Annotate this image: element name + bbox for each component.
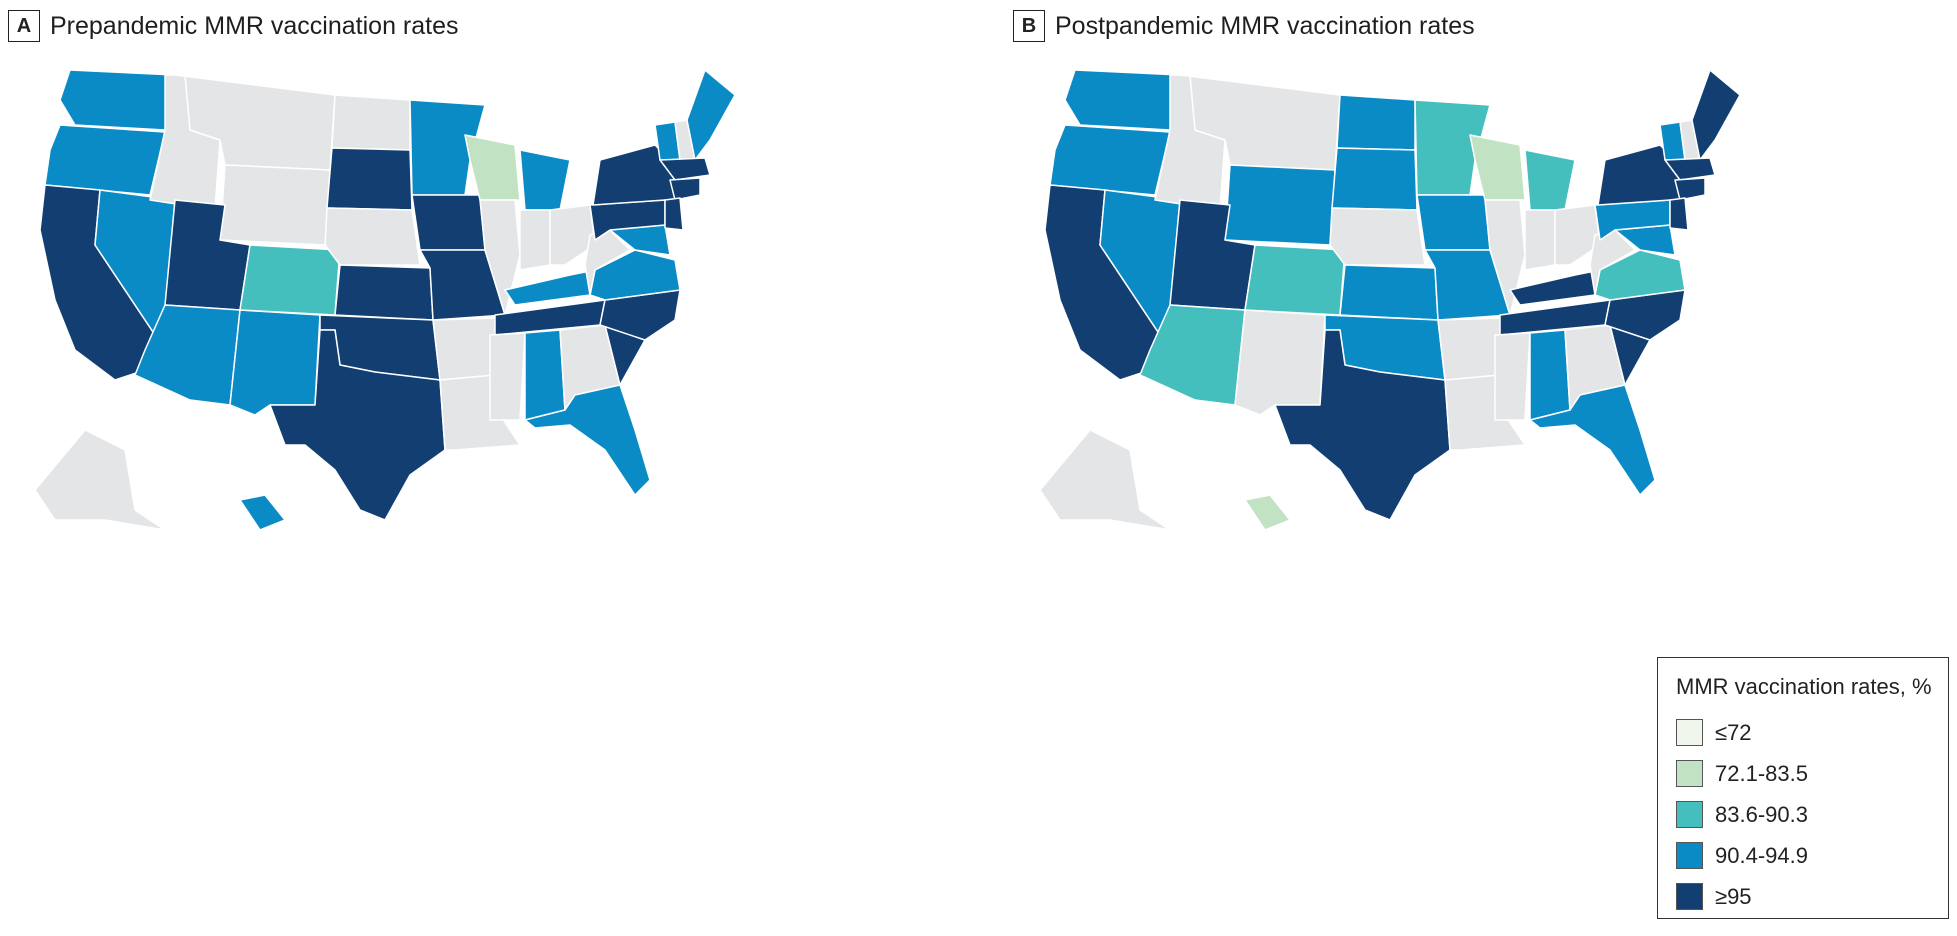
state-mo [1424,249,1511,321]
prepandemic-map [34,69,736,531]
state-fl [1529,384,1656,496]
state-wi [1469,134,1526,201]
postpandemic-map [1039,69,1741,531]
state-ms [489,332,526,421]
state-nj [1669,197,1689,231]
state-me [1691,69,1741,161]
state-al [524,329,566,421]
panel-postpandemic: B Postpandemic MMR vaccination rates [1005,0,1957,660]
legend-label: 72.1-83.5 [1715,760,1808,786]
state-mo [419,249,506,321]
legend-item: ≥95 [1676,876,1930,917]
legend-swatch [1676,719,1703,746]
state-il [1484,199,1526,316]
state-or [1049,124,1171,196]
state-il [479,199,521,316]
state-ct [669,177,701,201]
legend-item: 72.1-83.5 [1676,753,1930,794]
state-nj [664,197,684,231]
state-ak [34,429,166,531]
state-ky [504,269,596,306]
state-wi [464,134,521,201]
state-ak [1039,429,1171,531]
legend-label: ≤72 [1715,719,1752,745]
legend-item: 90.4-94.9 [1676,835,1930,876]
state-ia [411,194,486,251]
state-ma [1664,157,1716,181]
state-ct [1674,177,1706,201]
legend-label: ≥95 [1715,883,1752,909]
panel-a-letter: A [8,10,40,42]
state-wa [1064,69,1181,131]
legend-swatch [1676,801,1703,828]
state-ks [1339,264,1439,321]
panel-prepandemic: A Prepandemic MMR vaccination rates [0,0,975,660]
state-nm [1234,309,1326,416]
state-in [519,209,551,271]
legend-item: 83.6-90.3 [1676,794,1930,835]
state-nm [229,309,321,416]
state-wy [219,164,331,246]
legend: MMR vaccination rates, % ≤72 72.1-83.5 8… [1657,657,1949,919]
legend-title: MMR vaccination rates, % [1676,674,1932,699]
state-mi [1524,149,1576,211]
legend-swatch [1676,842,1703,869]
state-mn [409,99,486,196]
state-fl [524,384,651,496]
state-ks [334,264,434,321]
state-oh [1554,204,1601,266]
state-sd [326,147,413,211]
state-nd [331,94,411,151]
panel-b-title: Postpandemic MMR vaccination rates [1055,11,1475,40]
state-in [1524,209,1556,271]
legend-label: 90.4-94.9 [1715,842,1808,868]
state-al [1529,329,1571,421]
state-oh [549,204,596,266]
state-wa [59,69,176,131]
legend-swatch [1676,760,1703,787]
panel-b-header: B Postpandemic MMR vaccination rates [1013,8,1475,44]
state-ne [1329,207,1426,266]
state-hi [239,494,286,531]
legend-item: ≤72 [1676,712,1930,753]
state-ms [1494,332,1531,421]
state-wy [1224,164,1336,246]
state-or [44,124,166,196]
state-co [239,244,341,316]
panel-b-letter: B [1013,10,1045,42]
state-hi [1244,494,1291,531]
state-ma [659,157,711,181]
state-co [1244,244,1346,316]
state-ne [324,207,421,266]
state-ia [1416,194,1491,251]
state-mi [519,149,571,211]
panel-a-title: Prepandemic MMR vaccination rates [50,11,459,40]
state-me [686,69,736,161]
legend-label: 83.6-90.3 [1715,801,1808,827]
panel-a-header: A Prepandemic MMR vaccination rates [8,8,459,44]
state-ky [1509,269,1601,306]
state-nd [1336,94,1416,151]
state-sd [1331,147,1418,211]
state-mn [1414,99,1491,196]
legend-swatch [1676,883,1703,910]
